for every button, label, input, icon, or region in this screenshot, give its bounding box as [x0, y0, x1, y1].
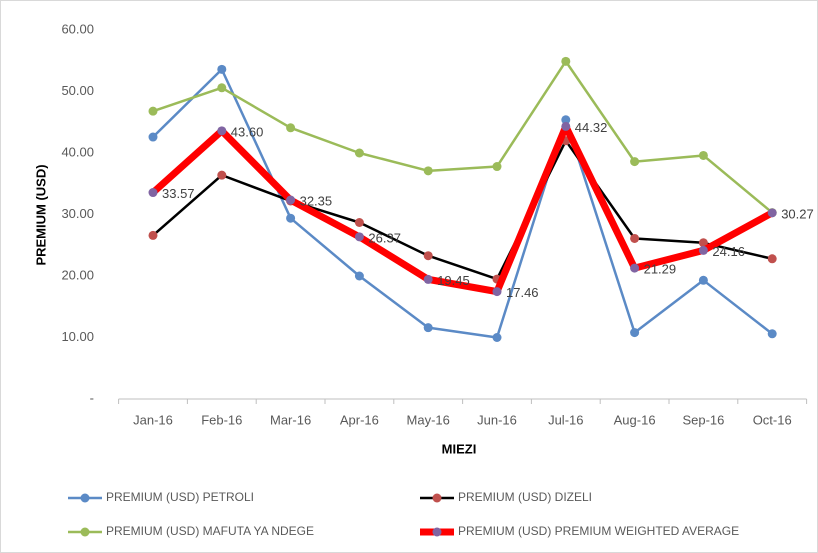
x-axis-title: MIEZI	[442, 441, 477, 456]
value-label: 17.46	[506, 285, 539, 300]
point-marker	[561, 115, 571, 125]
point-marker	[423, 274, 433, 284]
point-marker	[148, 106, 158, 116]
y-tick-label: 50.00	[61, 83, 94, 98]
x-tick-label: May-16	[407, 412, 450, 427]
legend-marker	[432, 527, 442, 537]
point-marker	[217, 64, 227, 74]
point-marker	[561, 56, 571, 66]
y-axis-title: PREMIUM (USD)	[33, 164, 48, 265]
point-marker	[354, 232, 364, 242]
point-marker	[767, 254, 777, 264]
point-marker	[217, 170, 227, 180]
value-label: 33.57	[162, 186, 195, 201]
legend-marker	[80, 493, 90, 503]
value-label: 19.45	[437, 273, 470, 288]
x-tick-label: Jun-16	[477, 412, 517, 427]
x-tick-label: Jan-16	[133, 412, 173, 427]
point-marker	[148, 230, 158, 240]
x-tick-label: Mar-16	[270, 412, 311, 427]
point-marker	[630, 263, 640, 273]
point-marker	[354, 271, 364, 281]
value-label: 44.32	[575, 120, 608, 135]
y-tick-label: 30.00	[61, 206, 94, 221]
x-tick-label: Jul-16	[548, 412, 583, 427]
value-label: 24.16	[712, 244, 745, 259]
point-marker	[148, 188, 158, 198]
point-marker	[148, 132, 158, 142]
point-marker	[286, 123, 296, 133]
series-line	[152, 139, 773, 281]
x-tick-label: Oct-16	[753, 412, 792, 427]
series-line	[152, 68, 773, 339]
point-marker	[698, 245, 708, 255]
y-tick-label: -	[90, 390, 94, 405]
point-marker	[354, 217, 364, 227]
point-marker	[630, 157, 640, 167]
x-tick-label: Apr-16	[340, 412, 379, 427]
legend-marker	[80, 527, 90, 537]
point-marker	[286, 195, 296, 205]
point-marker	[767, 208, 777, 218]
legend-label: PREMIUM (USD) DIZELI	[458, 490, 592, 504]
point-marker	[423, 323, 433, 333]
value-label: 26.37	[368, 230, 401, 245]
point-marker	[286, 213, 296, 223]
point-marker	[423, 166, 433, 176]
y-tick-label: 10.00	[61, 329, 94, 344]
point-marker	[630, 328, 640, 338]
point-marker	[423, 251, 433, 261]
point-marker	[492, 333, 502, 342]
series-line	[150, 122, 774, 296]
x-tick-label: Aug-16	[614, 412, 656, 427]
value-label: 30.27	[781, 206, 814, 221]
point-marker	[630, 233, 640, 243]
point-marker	[698, 238, 708, 248]
point-marker	[698, 275, 708, 285]
point-marker	[354, 148, 364, 158]
point-marker	[492, 287, 502, 297]
point-marker	[217, 83, 227, 93]
point-marker	[217, 126, 227, 136]
point-marker	[561, 121, 571, 131]
y-tick-label: 20.00	[61, 267, 94, 282]
y-tick-label: 40.00	[61, 144, 94, 159]
legend-label: PREMIUM (USD) PETROLI	[106, 490, 254, 504]
value-label: 43.60	[231, 124, 264, 139]
x-tick-label: Feb-16	[201, 412, 242, 427]
value-label: 32.35	[300, 193, 333, 208]
legend-label: PREMIUM (USD) MAFUTA YA NDEGE	[106, 524, 314, 538]
value-label: 21.29	[644, 262, 677, 277]
point-marker	[767, 329, 777, 339]
x-tick-label: Sep-16	[682, 412, 724, 427]
y-tick-label: 60.00	[61, 21, 94, 36]
legend-label: PREMIUM (USD) PREMIUM WEIGHTED AVERAGE	[458, 524, 739, 538]
point-marker	[698, 150, 708, 160]
series-line	[152, 60, 773, 214]
legend-marker	[432, 493, 442, 503]
point-marker	[492, 162, 502, 172]
